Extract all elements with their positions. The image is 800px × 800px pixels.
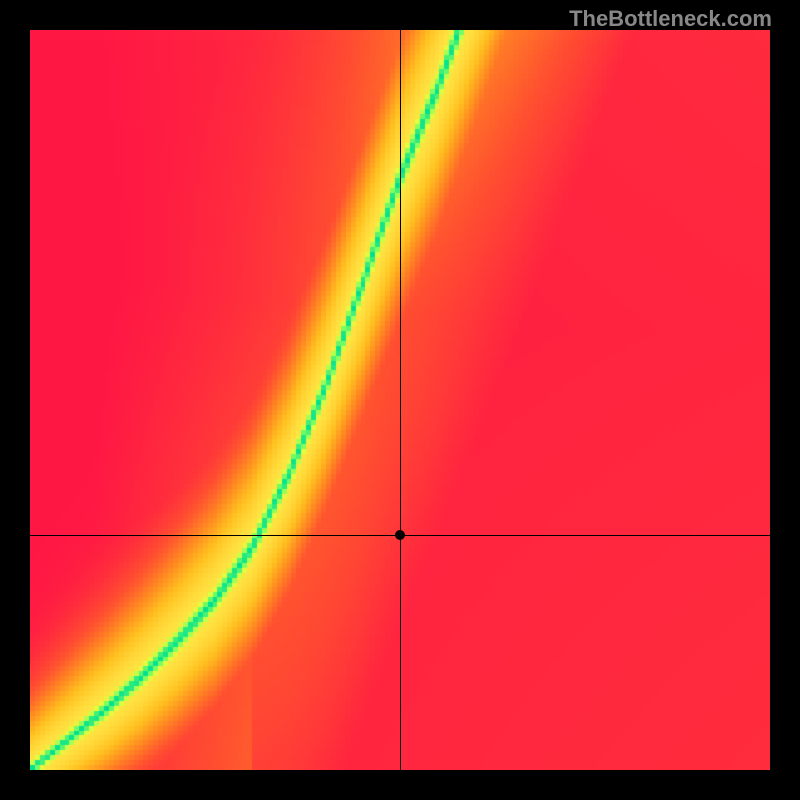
crosshair-vertical <box>400 30 401 770</box>
marker-dot <box>395 530 405 540</box>
watermark-text: TheBottleneck.com <box>569 6 772 32</box>
chart-container: TheBottleneck.com <box>0 0 800 800</box>
heatmap-plot <box>30 30 770 770</box>
